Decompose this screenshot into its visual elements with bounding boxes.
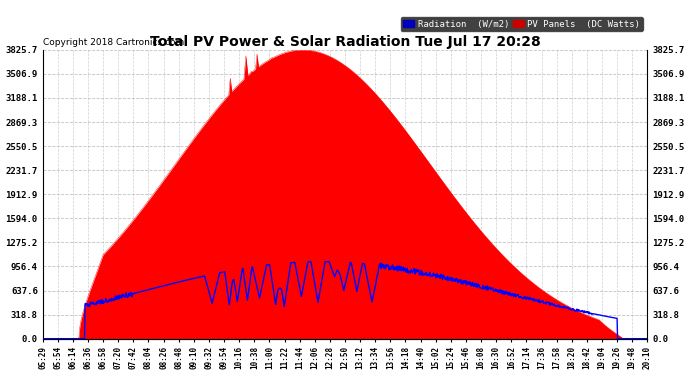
Legend: Radiation  (W/m2), PV Panels  (DC Watts): Radiation (W/m2), PV Panels (DC Watts): [401, 17, 643, 31]
Text: Copyright 2018 Cartronics.com: Copyright 2018 Cartronics.com: [43, 38, 184, 47]
Title: Total PV Power & Solar Radiation Tue Jul 17 20:28: Total PV Power & Solar Radiation Tue Jul…: [150, 34, 540, 49]
